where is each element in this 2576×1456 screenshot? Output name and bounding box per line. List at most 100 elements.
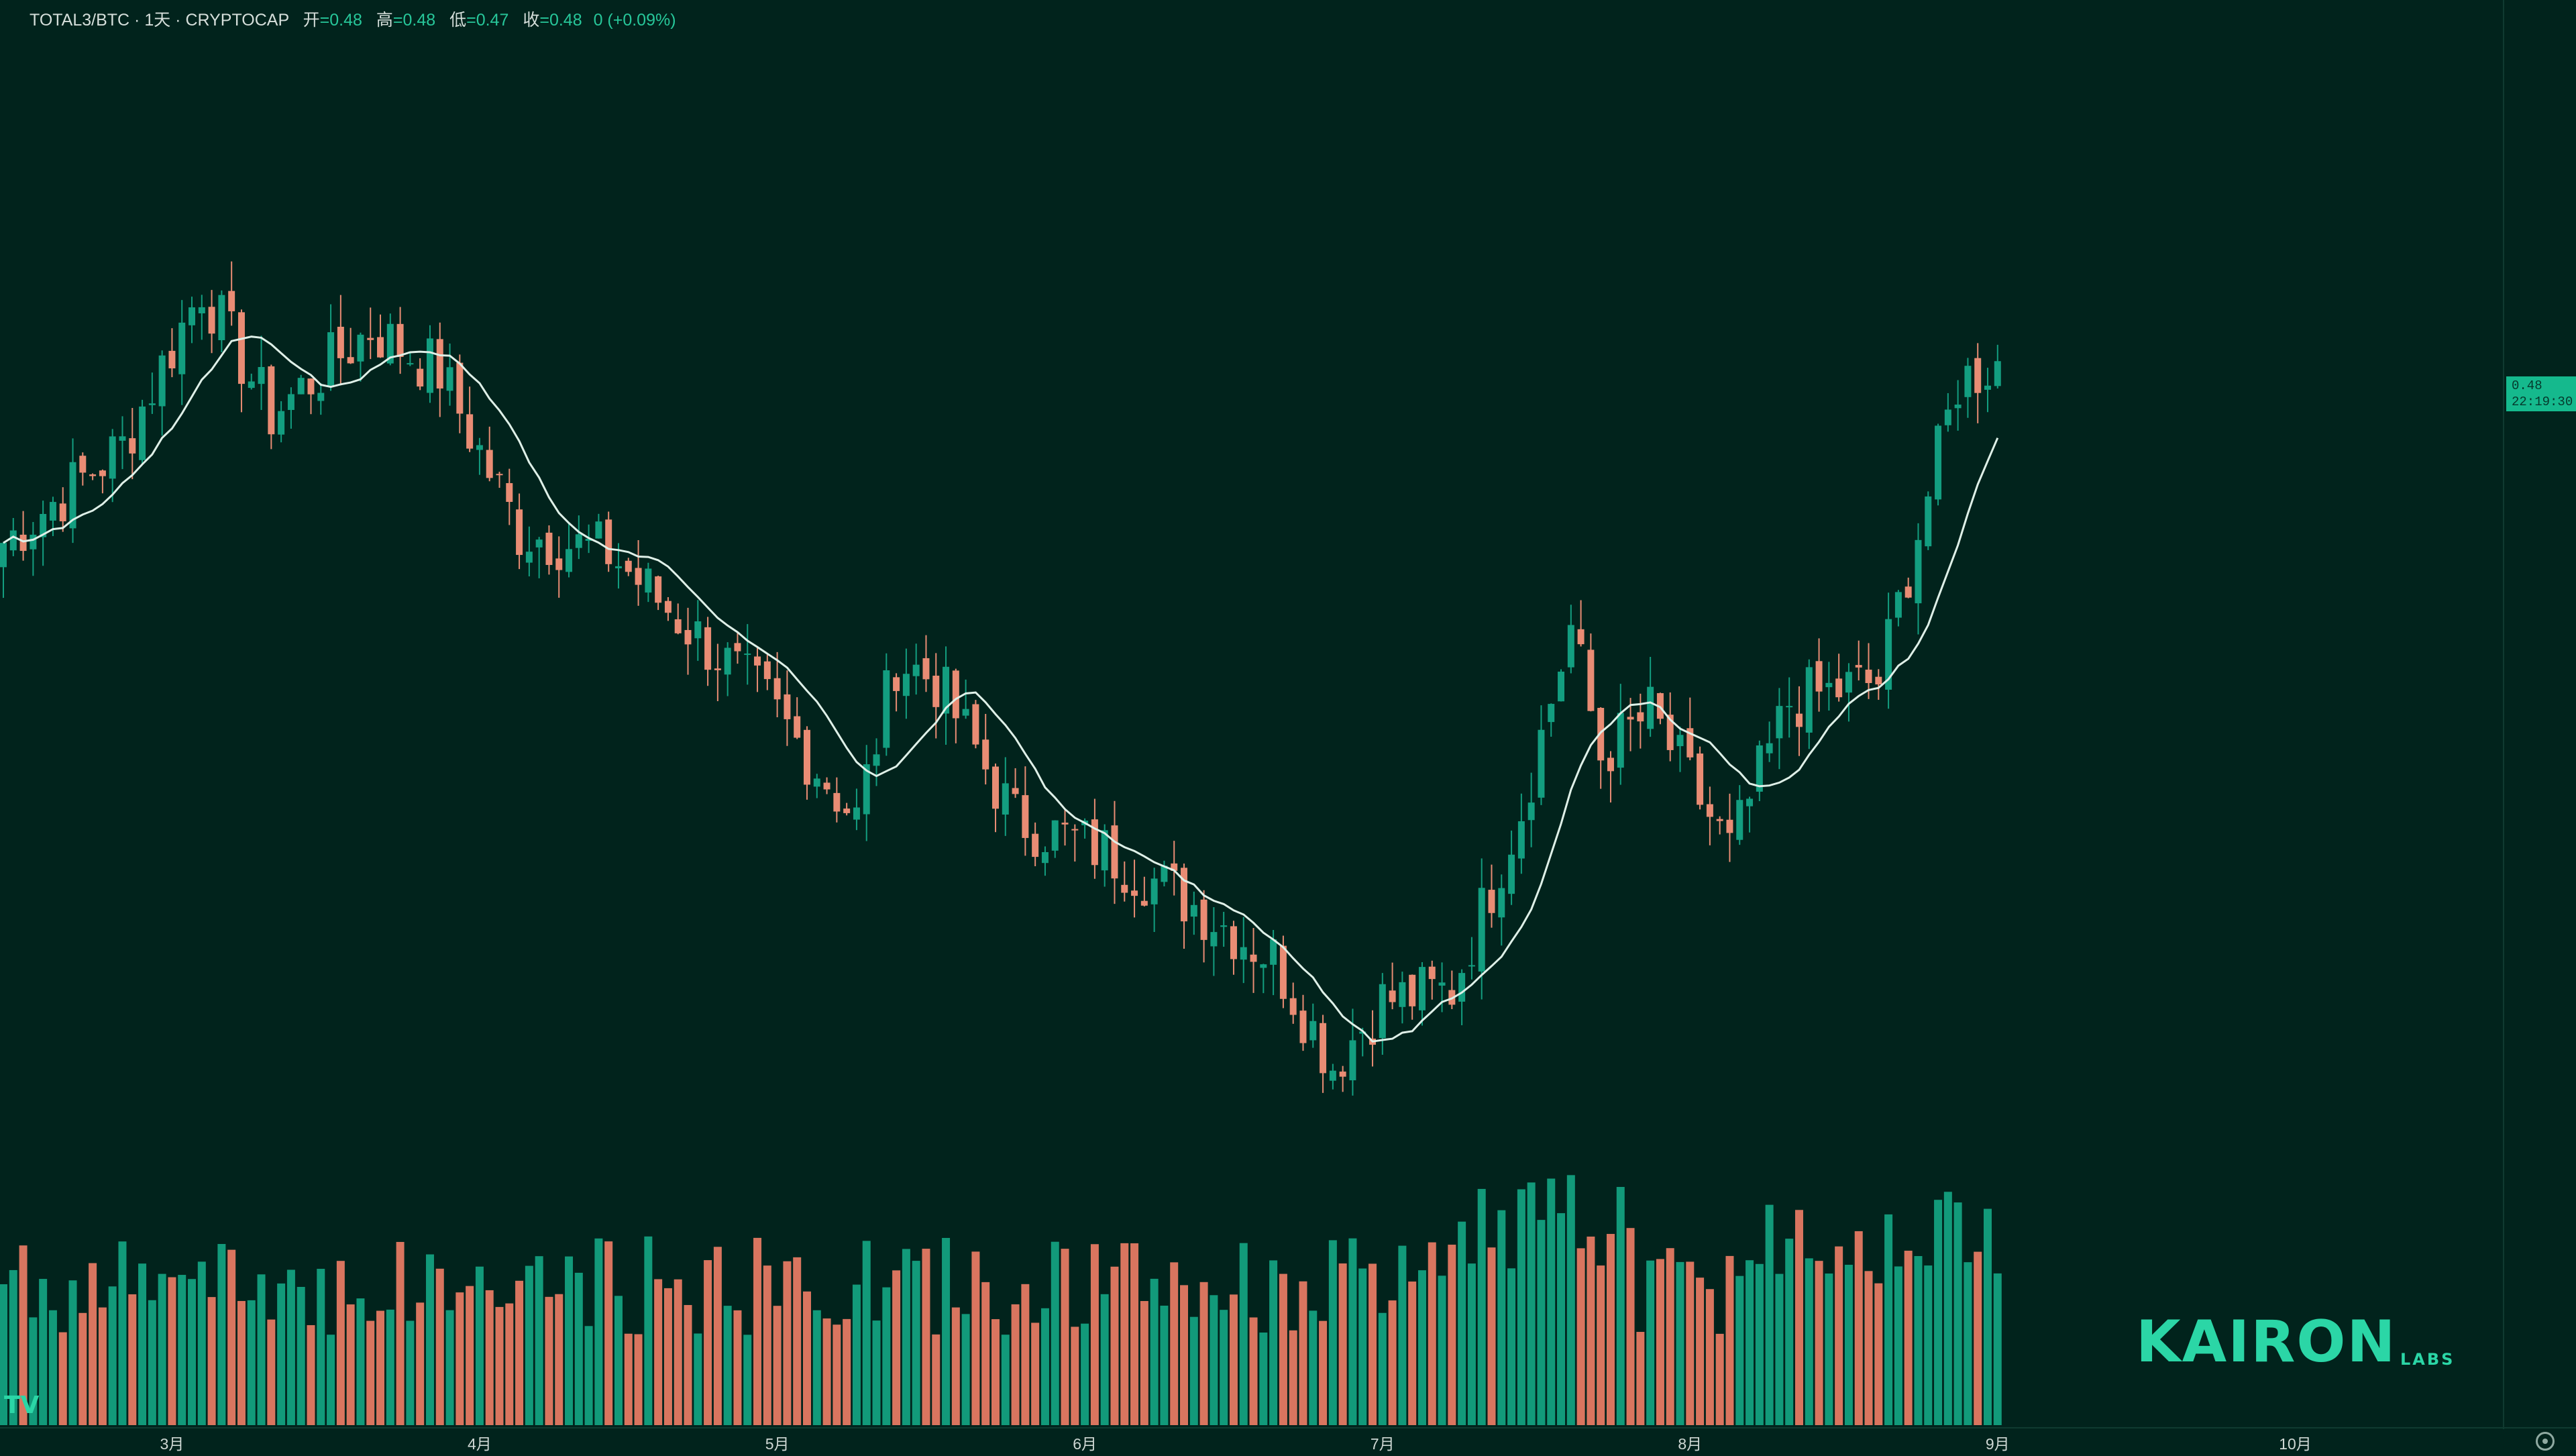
volume-bar [1676, 1261, 1684, 1425]
candle [30, 534, 37, 550]
candle [189, 307, 196, 325]
candle [1270, 939, 1277, 965]
x-tick-label: 5月 [765, 1435, 790, 1453]
volume-bar [1587, 1236, 1595, 1425]
candle [992, 766, 999, 809]
symbol-title[interactable]: TOTAL3/BTC · 1天 · CRYPTOCAP [30, 11, 289, 30]
volume-bar [843, 1318, 851, 1425]
volume-bar [1576, 1248, 1585, 1425]
candle [823, 782, 830, 790]
candle [1756, 745, 1763, 792]
volume-bar [1527, 1182, 1536, 1425]
volume-bar [1170, 1262, 1179, 1425]
candle [297, 378, 305, 395]
volume-bar [902, 1249, 910, 1425]
candle [535, 539, 543, 548]
volume-bar [1517, 1189, 1525, 1425]
candle [307, 378, 315, 395]
candle [287, 394, 294, 410]
volume-bar [1428, 1242, 1436, 1425]
volume-bar [793, 1257, 802, 1425]
volume-bar [951, 1307, 960, 1425]
moving-average-line [3, 335, 1999, 1043]
volume-bar [1279, 1273, 1287, 1425]
candle [417, 368, 424, 387]
volume-bar [1646, 1260, 1655, 1425]
x-tick-label: 4月 [468, 1435, 492, 1453]
candle [1964, 366, 1972, 397]
volume-bar [396, 1241, 405, 1425]
candle [813, 778, 820, 787]
candle [1587, 649, 1595, 711]
candle [833, 792, 841, 812]
volume-bar [981, 1282, 990, 1425]
volume-bar [802, 1291, 811, 1425]
volume-bar [1417, 1270, 1426, 1425]
candle [1230, 926, 1237, 959]
candle [1726, 819, 1733, 833]
candle [645, 568, 652, 593]
volume-bar [1398, 1245, 1407, 1425]
volume-bar [475, 1266, 484, 1425]
candle [525, 552, 533, 563]
volume-bar [1031, 1322, 1040, 1425]
candle [1805, 667, 1813, 733]
candle [129, 438, 136, 454]
volume-bar [624, 1333, 633, 1425]
volume-bar [1547, 1178, 1556, 1425]
volume-bar [1805, 1258, 1813, 1425]
volume-bar [485, 1290, 494, 1425]
volume-bar [207, 1297, 216, 1425]
candle [1885, 619, 1892, 690]
candle [714, 668, 721, 670]
volume-bar [1120, 1243, 1129, 1425]
x-tick-label: 9月 [1986, 1435, 2010, 1453]
candle [1240, 947, 1247, 960]
candle [506, 483, 513, 503]
candle [962, 709, 969, 716]
volume-bar [733, 1310, 742, 1425]
candle [1458, 973, 1466, 1002]
volume-bar [1705, 1289, 1714, 1425]
volume-bar [872, 1320, 881, 1425]
volume-bar [307, 1324, 315, 1425]
volume-bar [743, 1335, 752, 1425]
volume-bar [1656, 1259, 1664, 1425]
candle [69, 462, 76, 529]
tradingview-logo-icon[interactable]: TV [4, 1392, 40, 1419]
candle [168, 350, 176, 368]
candle [1428, 966, 1436, 980]
volume-bar [1090, 1244, 1099, 1425]
volume-bar [217, 1244, 226, 1425]
volume-bar [1606, 1234, 1615, 1425]
candle [1865, 670, 1872, 684]
candle [863, 764, 870, 815]
candle [1607, 758, 1614, 772]
volume-bar [297, 1286, 305, 1425]
candle [684, 629, 692, 645]
volume-bar [1160, 1305, 1169, 1425]
volume-bar [1785, 1239, 1794, 1425]
gear-icon[interactable] [2536, 1432, 2555, 1451]
chart-legend: TOTAL3/BTC · 1天 · CRYPTOCAP 开=0.48 高=0.4… [30, 7, 676, 31]
candle [1121, 884, 1128, 893]
candle [9, 530, 17, 551]
volume-bar [346, 1304, 355, 1425]
volume-bar [257, 1274, 266, 1425]
volume-bar [356, 1298, 365, 1425]
candle [635, 568, 642, 585]
candle [843, 809, 851, 813]
candle [625, 560, 632, 572]
candle [1915, 539, 1922, 604]
volume-bar [1557, 1213, 1566, 1425]
candle [1101, 830, 1108, 871]
volume-bar [158, 1273, 166, 1425]
candle [1627, 717, 1634, 720]
volume-bar [1348, 1238, 1357, 1425]
volume-bar [1497, 1210, 1506, 1425]
volume-bar [0, 1284, 7, 1425]
candle [1061, 823, 1069, 825]
volume-bar [1319, 1320, 1328, 1425]
volume-bar [584, 1326, 593, 1425]
